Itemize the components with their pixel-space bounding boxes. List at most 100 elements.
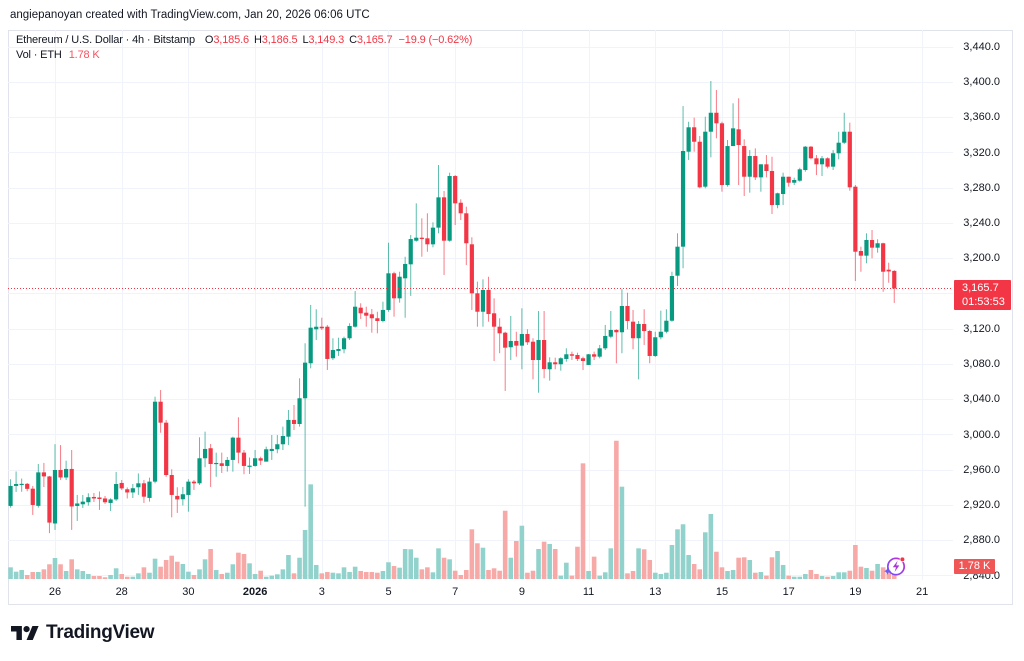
candle-wick (110, 498, 112, 511)
volume-bar (569, 575, 575, 579)
volume-bar (764, 575, 769, 579)
candle-body (708, 112, 713, 132)
price-axis-label: 2,880.0 (963, 534, 1000, 547)
candle-body (630, 321, 636, 339)
candle-wick (888, 262, 890, 283)
candle (608, 311, 613, 339)
volume-bar (74, 569, 80, 579)
candle (836, 131, 841, 160)
candle (314, 309, 319, 341)
volume-bar (658, 574, 664, 579)
volume-title: Vol · ETH (16, 48, 62, 61)
candle-body (419, 237, 424, 240)
candle (653, 331, 658, 357)
candle (358, 303, 363, 319)
volume-bar (514, 541, 519, 579)
tradingview-logo[interactable]: TradingView (11, 623, 155, 643)
candle-body (469, 244, 474, 294)
candle-body (225, 459, 230, 466)
candle-wick (376, 311, 378, 334)
volume-bar (402, 549, 408, 579)
candle (536, 311, 541, 393)
candle (275, 435, 280, 454)
candle (530, 338, 536, 380)
candle-body (136, 483, 141, 488)
candle-wick (821, 156, 823, 177)
candle (580, 356, 586, 370)
volume-bar (158, 566, 163, 579)
volume-bar (630, 570, 636, 579)
candle-body (364, 312, 369, 316)
volume-bar (386, 562, 391, 579)
candle (97, 491, 102, 510)
candle-body (619, 306, 625, 333)
volume-bar (302, 530, 308, 579)
price-axis-label: 3,280.0 (963, 181, 1000, 194)
candle (430, 222, 436, 248)
candle (86, 493, 91, 506)
candle-body (47, 476, 52, 523)
candle-body (614, 329, 619, 333)
candle (180, 486, 185, 506)
candle (664, 309, 669, 334)
candle (480, 279, 486, 327)
candle-body (881, 243, 886, 272)
candle-body (842, 131, 847, 143)
candle-body (653, 337, 658, 356)
candle-body (886, 269, 891, 272)
candle (308, 304, 313, 369)
candle (58, 445, 63, 480)
candle (819, 156, 825, 177)
candle-wick (371, 308, 373, 333)
candle (869, 230, 875, 259)
candle (686, 121, 691, 160)
candle-wick (15, 471, 17, 492)
chart-panel[interactable]: Ethereum / U.S. Dollar · 4h · Bitstamp O… (8, 30, 1013, 605)
price-axis-label: 3,440.0 (963, 40, 1000, 53)
volume-bar (564, 562, 569, 579)
candle-body (353, 306, 358, 327)
candle (825, 157, 830, 169)
candle-body (608, 329, 613, 337)
volume-bar (691, 564, 697, 579)
lightning-sparkle-icon[interactable] (882, 555, 908, 577)
candle-body (102, 498, 108, 503)
candle-body (858, 251, 864, 256)
volume-bar (202, 559, 208, 579)
candle-body (680, 150, 686, 247)
candle (375, 311, 380, 334)
volume-bar (880, 567, 886, 579)
volume-bar (297, 557, 302, 579)
candle-wick (210, 444, 212, 487)
volume-bar (875, 564, 880, 579)
price-chart-canvas[interactable] (8, 30, 1013, 605)
candle-body (164, 422, 169, 476)
volume-bar (502, 510, 508, 579)
candle (697, 136, 702, 189)
volume-bar (491, 568, 497, 579)
candle (386, 242, 391, 312)
candle-wick (426, 213, 428, 252)
candle-body (786, 176, 791, 183)
volume-bar (525, 572, 530, 579)
candle-wick (815, 155, 817, 176)
candle-wick (510, 315, 512, 361)
time-axis-label: 11 (582, 586, 595, 598)
volume-bar (469, 529, 475, 579)
candle-body (169, 475, 174, 495)
candle-body (25, 483, 30, 489)
candle-body (514, 340, 519, 346)
candle-body (441, 197, 447, 241)
candle (564, 348, 569, 362)
volume-bar (213, 570, 219, 579)
candle (614, 329, 619, 364)
candle-body (358, 307, 363, 314)
candle (464, 206, 469, 266)
candle (158, 389, 163, 433)
close-key: C (349, 33, 357, 46)
price-axis-label: 3,120.0 (963, 322, 1000, 335)
time-axis-label: 9 (518, 586, 525, 598)
candle (25, 482, 30, 492)
candle (758, 164, 763, 192)
candle-body (642, 323, 647, 332)
